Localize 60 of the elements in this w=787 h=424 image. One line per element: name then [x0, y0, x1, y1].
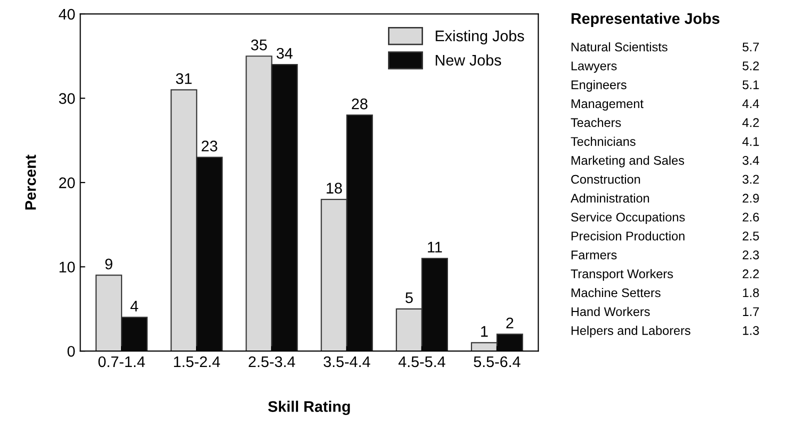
y-tick-label: 40 [58, 8, 75, 20]
category-label: Teachers [570, 118, 621, 128]
category-label: Natural Scientists [572, 42, 668, 52]
data-label: 31 [176, 73, 192, 84]
y-axis-title: Percent [25, 154, 36, 210]
data-label: 9 [105, 258, 112, 270]
category-label: Transport Workers [570, 269, 673, 281]
data-label: 28 [352, 98, 368, 110]
data-label: 4 [130, 300, 138, 312]
data-label: 5.7 [742, 42, 759, 52]
x-tick-label: 2.5-3.4 [248, 356, 296, 368]
data-label: 1.8 [743, 288, 759, 298]
category-label: Administration [570, 193, 649, 203]
data-label: 4.1 [742, 137, 759, 146]
data-label: 2.2 [742, 269, 759, 278]
legend-label: New Jobs [436, 54, 502, 66]
category-label: Lawyers [572, 62, 617, 73]
data-label: 34 [276, 48, 293, 59]
x-tick-label: 1.5-2.4 [174, 356, 220, 368]
category-label: Management [572, 99, 644, 111]
data-label: 2 [506, 318, 514, 328]
data-label: 11 [428, 242, 442, 252]
x-axis-title: Skill Rating [268, 400, 350, 416]
data-label: 2.3 [742, 250, 759, 260]
category-label: Marketing and Sales [572, 156, 684, 168]
category-label: Farmers [572, 250, 617, 260]
data-label: 23 [202, 140, 218, 152]
data-label: 5.1 [742, 80, 759, 90]
data-label: 35 [251, 40, 267, 50]
text: Representative Jobs [572, 12, 720, 27]
category-label: Engineers [572, 80, 626, 92]
data-label: 4.2 [742, 118, 759, 127]
data-label: 1.3 [743, 326, 759, 335]
category-label: Technicians [570, 136, 636, 146]
data-label: 5 [406, 292, 413, 304]
data-label: 5.2 [742, 61, 759, 70]
data-label: 18 [326, 182, 342, 194]
data-label: 1.7 [743, 307, 759, 316]
data-label: 3.2 [742, 174, 759, 184]
category-label: Construction [571, 174, 640, 184]
y-tick-label: 30 [59, 93, 75, 104]
data-label: 3.4 [742, 156, 760, 165]
y-tick-label: 20 [59, 177, 75, 188]
x-tick-label: 0.7-1.4 [98, 356, 145, 368]
legend-label: Existing Jobs [436, 30, 524, 44]
data-label: 2.9 [742, 194, 759, 203]
data-label: 1 [481, 326, 488, 337]
data-label: 2.5 [742, 232, 759, 240]
x-tick-label: 4.5-5.4 [398, 356, 446, 368]
category-label: Precision Production [572, 231, 684, 240]
category-label: Helpers and Laborers [572, 326, 690, 338]
y-tick-label: 0 [68, 346, 75, 357]
data-label: 2.6 [742, 212, 759, 222]
x-tick-label: 3.5-4.4 [324, 356, 370, 368]
category-label: Hand Workers [572, 306, 650, 316]
data-label: 4.4 [742, 99, 760, 108]
y-tick-label: 10 [60, 262, 75, 272]
category-label: Machine Setters [572, 288, 660, 298]
category-label: Service Occupations [571, 212, 685, 224]
x-tick-label: 5.5-6.4 [474, 356, 520, 368]
